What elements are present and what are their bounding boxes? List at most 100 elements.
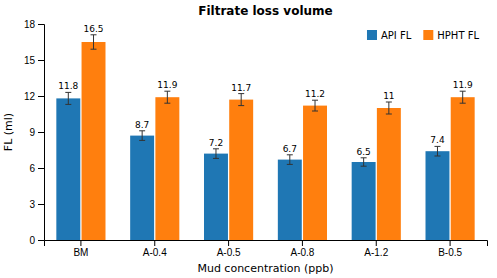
x-tick-mark bbox=[80, 240, 81, 246]
x-tick: BM bbox=[73, 240, 88, 258]
error-bar bbox=[287, 155, 293, 165]
y-tick-mark bbox=[38, 240, 44, 241]
x-tick-label: A-0.4 bbox=[143, 247, 167, 258]
error-bar-cap bbox=[213, 158, 219, 159]
x-axis: BM A-0.4 A-0.5 A-0.8 A-1.2 B-0.5 bbox=[45, 240, 488, 258]
legend: API FL HPHT FL bbox=[367, 30, 479, 41]
error-bar-cap bbox=[139, 130, 145, 131]
error-bar bbox=[139, 131, 145, 141]
error-bar-stem bbox=[215, 149, 216, 159]
series bbox=[56, 92, 449, 240]
y-tick-label: 18 bbox=[24, 19, 36, 30]
error-bar-cap bbox=[361, 166, 367, 167]
error-bar bbox=[164, 91, 170, 103]
error-bar-stem bbox=[241, 94, 242, 106]
error-bar-cap bbox=[386, 114, 392, 115]
bar bbox=[451, 97, 475, 240]
bar bbox=[377, 108, 401, 240]
y-tick: 3 bbox=[29, 199, 44, 210]
series bbox=[82, 35, 475, 240]
legend-label: API FL bbox=[381, 30, 412, 41]
bar bbox=[278, 160, 302, 240]
y-tick-label: 12 bbox=[24, 91, 36, 102]
error-bar bbox=[312, 100, 318, 111]
x-tick-mark bbox=[154, 240, 155, 246]
error-bar-stem bbox=[142, 131, 143, 141]
data-label: 11.2 bbox=[305, 89, 325, 99]
x-tick-mark bbox=[376, 240, 377, 246]
error-bar-stem bbox=[289, 155, 290, 165]
error-bar-cap bbox=[460, 91, 466, 92]
y-tick-mark bbox=[38, 204, 44, 205]
error-bar bbox=[65, 92, 71, 104]
x-tick: A-0.5 bbox=[217, 240, 241, 258]
error-bar-stem bbox=[363, 158, 364, 166]
legend-label: HPHT FL bbox=[437, 30, 479, 41]
bar bbox=[204, 154, 228, 240]
x-tick-label: B-0.5 bbox=[438, 247, 462, 258]
y-tick-mark bbox=[38, 96, 44, 97]
error-bar bbox=[460, 91, 466, 103]
x-tick-mark bbox=[302, 240, 303, 246]
x-axis-title: Mud concentration (ppb) bbox=[197, 262, 333, 275]
error-bar-stem bbox=[68, 92, 69, 104]
error-bar-stem bbox=[315, 100, 316, 111]
y-axis: 0 3 6 9 12 15 18 bbox=[24, 19, 45, 246]
x-tick-mark bbox=[228, 240, 229, 246]
y-tick: 18 bbox=[24, 19, 44, 30]
y-axis-title: FL (ml) bbox=[2, 113, 15, 151]
y-tick-label: 3 bbox=[29, 199, 35, 210]
x-tick: A-0.8 bbox=[290, 240, 314, 258]
data-labels: 11.88.77.26.76.57.416.511.911.711.21111.… bbox=[58, 24, 473, 157]
y-tick-label: 15 bbox=[24, 55, 36, 66]
marks bbox=[56, 35, 474, 240]
bar bbox=[229, 100, 253, 240]
error-bar-stem bbox=[388, 102, 389, 114]
y-tick: 0 bbox=[29, 235, 44, 246]
error-bar-cap bbox=[65, 104, 71, 105]
data-label: 11.9 bbox=[157, 80, 177, 90]
error-bar bbox=[361, 158, 367, 166]
error-bar-cap bbox=[139, 140, 145, 141]
y-axis-line bbox=[38, 25, 45, 241]
error-bar-cap bbox=[164, 103, 170, 104]
data-label: 7.4 bbox=[430, 135, 445, 145]
error-bar bbox=[91, 35, 97, 49]
error-bar-cap bbox=[164, 91, 170, 92]
y-tick: 6 bbox=[29, 163, 44, 174]
bar bbox=[352, 162, 376, 240]
y-tick-mark bbox=[38, 168, 44, 169]
y-tick-label: 0 bbox=[29, 235, 35, 246]
error-bar-stem bbox=[462, 91, 463, 103]
error-bar bbox=[386, 102, 392, 114]
y-tick: 15 bbox=[24, 55, 44, 66]
data-label: 7.2 bbox=[209, 138, 223, 148]
y-tick-mark bbox=[38, 24, 44, 25]
error-bar-cap bbox=[312, 100, 318, 101]
error-bar-cap bbox=[287, 164, 293, 165]
error-bar-cap bbox=[434, 146, 440, 147]
y-tick: 9 bbox=[29, 127, 44, 138]
x-tick-label: BM bbox=[73, 247, 88, 258]
data-label: 6.7 bbox=[283, 144, 297, 154]
legend-swatch bbox=[423, 30, 433, 40]
bar bbox=[303, 106, 327, 240]
data-label: 6.5 bbox=[356, 147, 370, 157]
x-tick: B-0.5 bbox=[438, 240, 462, 258]
chart: BM A-0.4 A-0.5 A-0.8 A-1.2 B-0.5 0 3 6 9 12 15 18 11.… bbox=[0, 0, 497, 278]
legend-item: API FL bbox=[367, 30, 412, 41]
error-bar-cap bbox=[386, 102, 392, 103]
x-tick: A-1.2 bbox=[364, 240, 388, 258]
bar bbox=[130, 136, 154, 240]
x-tick-mark bbox=[450, 240, 451, 246]
error-bar-stem bbox=[437, 146, 438, 156]
x-axis-line bbox=[45, 241, 488, 247]
y-tick-mark bbox=[38, 132, 44, 133]
bar bbox=[155, 97, 179, 240]
y-tick: 12 bbox=[24, 91, 44, 102]
error-bar-stem bbox=[167, 91, 168, 103]
error-bar-cap bbox=[213, 148, 219, 149]
error-bar-cap bbox=[65, 92, 71, 93]
error-bar-cap bbox=[460, 103, 466, 104]
error-bar-cap bbox=[238, 105, 244, 106]
